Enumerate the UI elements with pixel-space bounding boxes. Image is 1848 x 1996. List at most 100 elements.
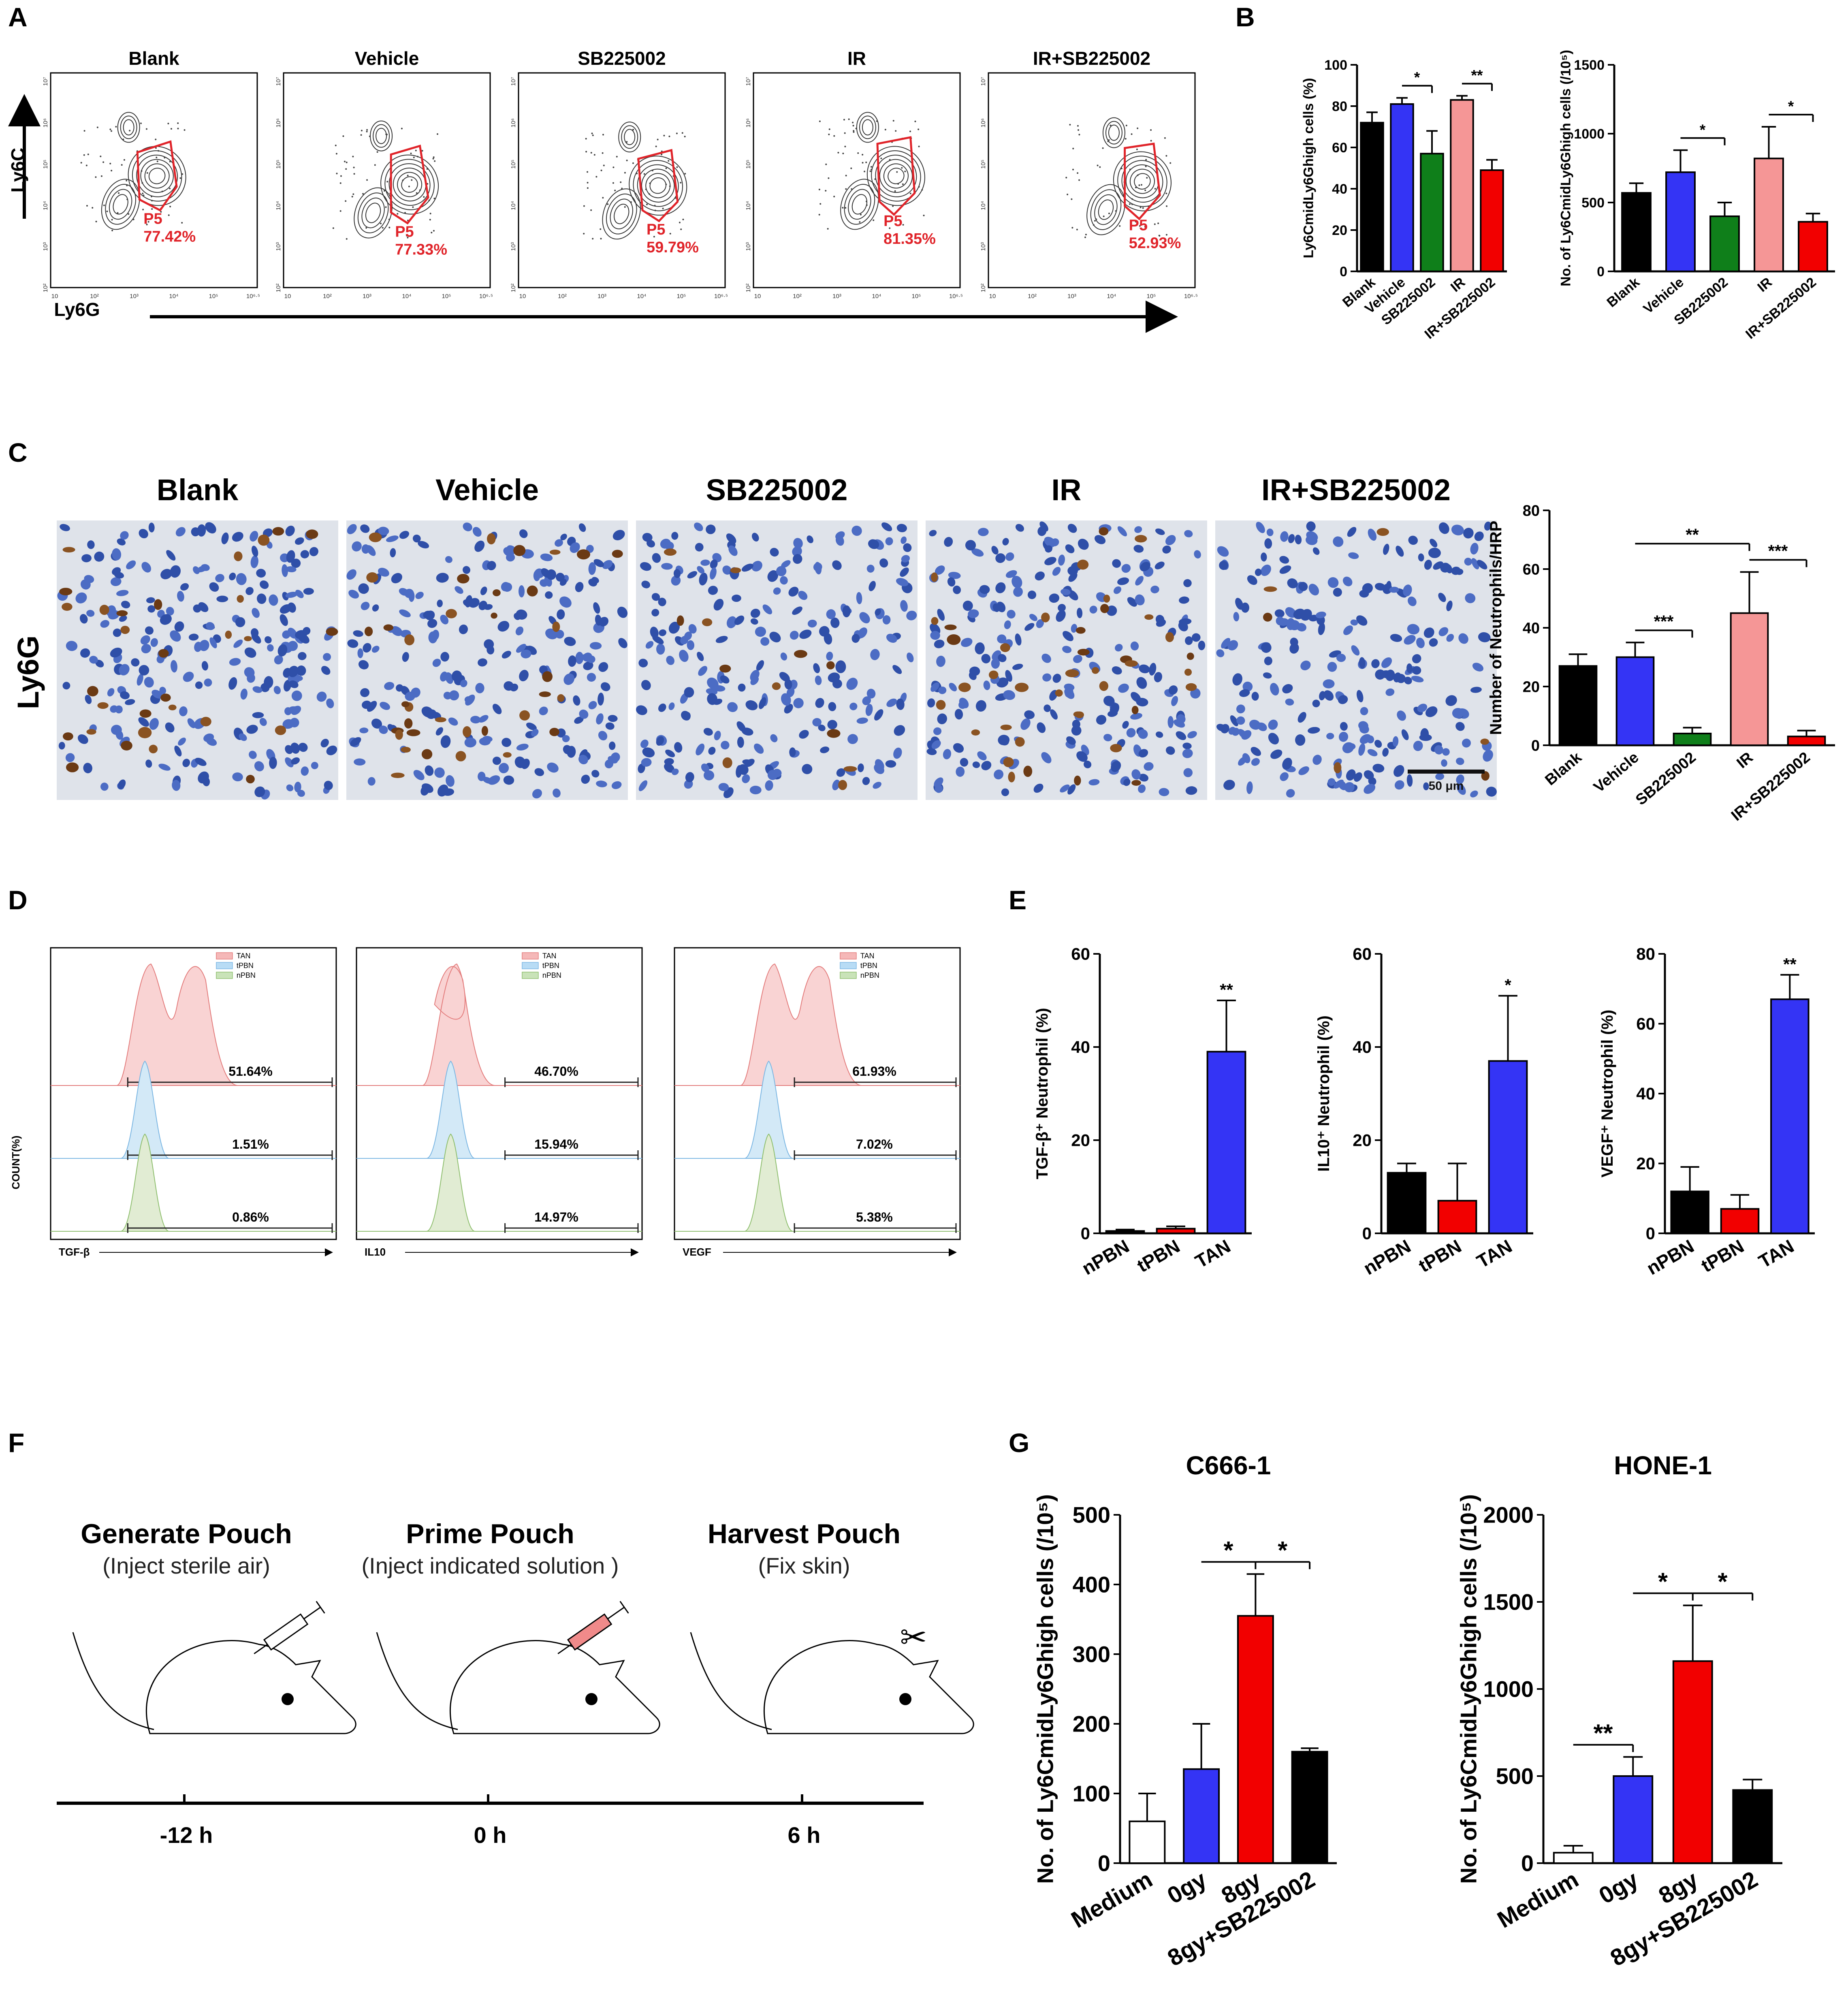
gate-percentage: 77.42%: [143, 228, 196, 245]
y-tick-label: 1500: [1483, 1589, 1534, 1615]
nucleus: [1350, 619, 1358, 626]
histogram-percentage: 0.86%: [232, 1210, 269, 1224]
ly6g-positive-cell: [99, 605, 109, 615]
event-dot: [111, 230, 113, 232]
nucleus: [793, 698, 804, 708]
event-dot: [170, 128, 172, 130]
nucleus: [1326, 733, 1334, 740]
nucleus: [591, 770, 600, 778]
significance-label: *: [1224, 1536, 1233, 1564]
nucleus: [519, 529, 528, 538]
nucleus: [555, 629, 564, 639]
event-dot: [177, 122, 179, 124]
nucleus: [738, 683, 746, 692]
y-tick-label: 60: [1636, 1014, 1655, 1033]
bar: [1732, 1789, 1773, 1864]
nucleus: [1442, 748, 1450, 756]
event-dot: [669, 185, 671, 187]
nucleus: [488, 775, 500, 785]
contour-line: [856, 112, 879, 143]
event-dot: [144, 214, 146, 216]
histogram-frame: [674, 947, 961, 1240]
nucleus: [600, 682, 610, 691]
nucleus: [1312, 699, 1320, 708]
nucleus: [1121, 564, 1131, 573]
nucleus: [1367, 749, 1378, 757]
ly6g-positive-cell: [549, 550, 561, 555]
event-dot: [146, 224, 148, 226]
nucleus: [722, 565, 732, 575]
y-tick-label: 10³: [745, 242, 752, 251]
nucleus: [1139, 774, 1149, 782]
histogram-trace: [51, 963, 336, 1086]
event-dot: [1094, 220, 1096, 222]
nucleus: [1285, 698, 1294, 706]
event-dot: [147, 221, 149, 223]
nucleus: [170, 630, 181, 642]
event-dot: [889, 227, 891, 229]
nucleus: [1112, 666, 1122, 675]
event-dot: [1142, 207, 1144, 209]
y-tick-label: 10⁷: [510, 77, 517, 86]
nucleus: [938, 687, 947, 694]
mouse-eye-icon: [899, 1693, 911, 1705]
nucleus: [651, 609, 659, 616]
nucleus: [958, 700, 967, 709]
nucleus: [1005, 670, 1012, 682]
event-dot: [155, 139, 157, 141]
event-dot: [115, 126, 117, 128]
nucleus: [449, 690, 459, 701]
event-dot: [132, 218, 134, 220]
nucleus: [1029, 614, 1037, 621]
y-tick-label: 10²: [42, 284, 49, 292]
nucleus: [1333, 536, 1344, 547]
bar: [1770, 998, 1810, 1234]
nucleus: [1413, 740, 1423, 751]
nucleus: [642, 747, 655, 757]
event-dot: [95, 176, 97, 178]
nucleus: [588, 562, 596, 575]
nucleus: [492, 757, 501, 765]
nucleus: [981, 654, 991, 663]
nucleus: [799, 730, 809, 739]
event-dot: [111, 170, 113, 172]
nucleus: [568, 655, 576, 667]
event-dot: [1129, 203, 1131, 205]
nucleus: [62, 682, 70, 690]
nucleus: [830, 617, 840, 628]
nucleus: [1418, 553, 1424, 562]
panel-label-c: C: [8, 437, 28, 467]
event-dot: [1136, 148, 1138, 150]
event-dot: [587, 187, 589, 189]
event-dot: [612, 166, 615, 168]
nucleus: [668, 702, 675, 710]
nucleus: [540, 553, 553, 561]
event-dot: [600, 169, 602, 171]
legend-swatch: [216, 962, 233, 969]
nucleus: [378, 567, 389, 577]
nucleus: [1451, 525, 1464, 535]
nucleus: [769, 631, 781, 642]
nucleus: [233, 640, 243, 648]
nucleus: [1319, 691, 1325, 701]
nucleus: [1372, 763, 1385, 773]
nucleus: [290, 742, 300, 754]
event-dot: [897, 183, 899, 185]
nucleus: [197, 524, 206, 537]
nucleus: [487, 645, 495, 655]
x-tick-label: 10³: [363, 293, 371, 300]
nucleus: [826, 609, 836, 619]
ihc-title: Blank: [157, 473, 239, 507]
nucleus: [652, 553, 661, 563]
contour-line: [621, 125, 638, 149]
event-dot: [654, 209, 656, 211]
x-tick-label: 10⁴: [637, 293, 646, 300]
nucleus: [1155, 528, 1165, 535]
nucleus: [949, 682, 957, 691]
gate-percentage: 52.93%: [1129, 235, 1181, 252]
ly6g-positive-cell: [1376, 528, 1389, 536]
event-dot: [607, 203, 609, 205]
nucleus: [274, 655, 283, 665]
nucleus: [1113, 586, 1122, 594]
